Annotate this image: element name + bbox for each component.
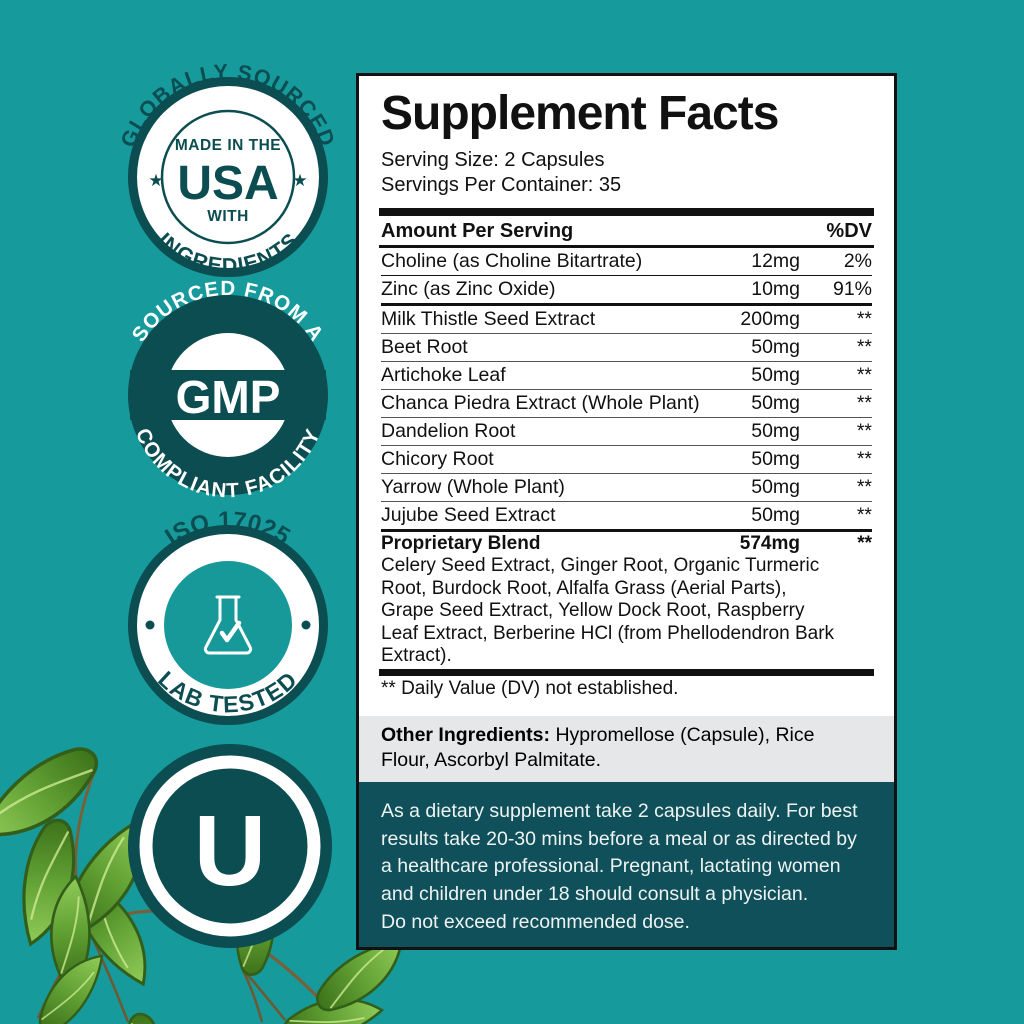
svg-text:WITH: WITH (207, 208, 249, 225)
svg-text:USA: USA (177, 157, 278, 210)
svg-text:U: U (194, 795, 266, 907)
svg-text:★: ★ (148, 171, 163, 190)
svg-text:★: ★ (292, 171, 307, 190)
svg-text:GMP: GMP (176, 371, 281, 423)
svg-text:MADE IN THE: MADE IN THE (175, 137, 281, 154)
